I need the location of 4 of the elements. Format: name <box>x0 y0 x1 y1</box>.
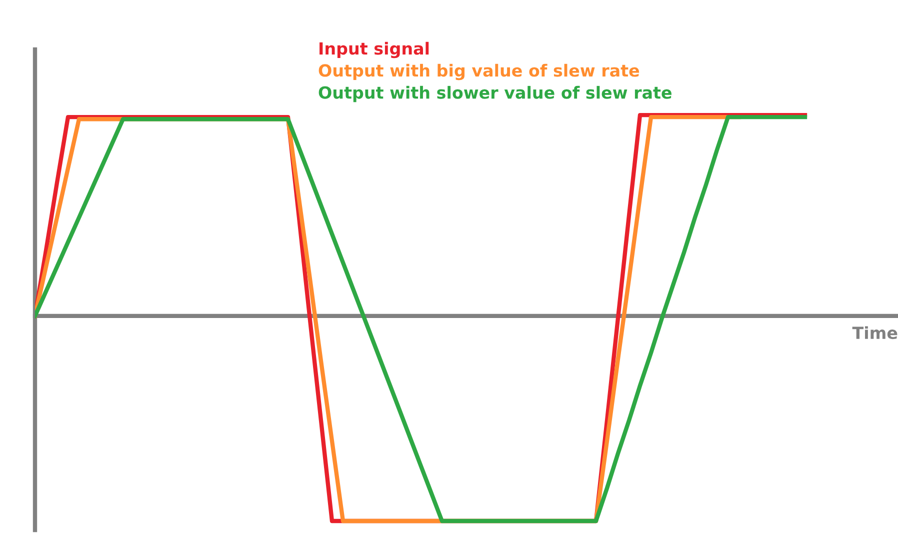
text: Input signal <box>320 42 429 58</box>
text: Output with slower value of slew rate <box>318 86 672 102</box>
text: Output with big value of slew rate <box>318 64 640 80</box>
x-axis-title: Time <box>852 326 898 340</box>
